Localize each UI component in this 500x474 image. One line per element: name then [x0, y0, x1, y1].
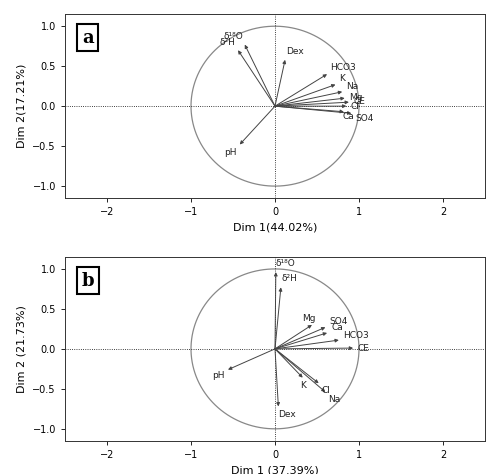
- Text: Na: Na: [328, 395, 341, 404]
- Text: b: b: [82, 272, 94, 290]
- Text: δ²H: δ²H: [220, 38, 236, 47]
- Text: pH: pH: [224, 147, 237, 156]
- Text: Mg: Mg: [349, 93, 362, 102]
- Text: δ²H: δ²H: [282, 274, 297, 283]
- Text: a: a: [82, 29, 94, 47]
- Text: K: K: [300, 381, 306, 390]
- Text: SO4: SO4: [329, 317, 347, 326]
- Text: Ca: Ca: [342, 112, 354, 121]
- Text: CE: CE: [358, 344, 369, 353]
- Y-axis label: Dim 2(17.21%): Dim 2(17.21%): [17, 64, 27, 148]
- Text: Dex: Dex: [278, 410, 296, 419]
- Text: δ¹⁸O: δ¹⁸O: [276, 259, 295, 268]
- Text: Dex: Dex: [286, 47, 304, 56]
- X-axis label: Dim 1 (37.39%): Dim 1 (37.39%): [231, 465, 319, 474]
- Text: Ca: Ca: [331, 323, 343, 332]
- X-axis label: Dim 1(44.02%): Dim 1(44.02%): [233, 223, 317, 233]
- Text: Mg: Mg: [302, 314, 316, 323]
- Text: HCO3: HCO3: [343, 330, 368, 339]
- Text: K: K: [340, 74, 345, 83]
- Text: δ¹⁸O: δ¹⁸O: [223, 32, 243, 41]
- Text: HCO3: HCO3: [330, 63, 356, 72]
- Text: SO4: SO4: [356, 114, 374, 123]
- Text: CE: CE: [353, 98, 365, 107]
- Y-axis label: Dim 2 (21.73%): Dim 2 (21.73%): [17, 305, 27, 393]
- Text: Cl: Cl: [350, 101, 360, 110]
- Text: pH: pH: [212, 371, 224, 380]
- Text: Na: Na: [346, 82, 358, 91]
- Text: Cl: Cl: [322, 386, 331, 395]
